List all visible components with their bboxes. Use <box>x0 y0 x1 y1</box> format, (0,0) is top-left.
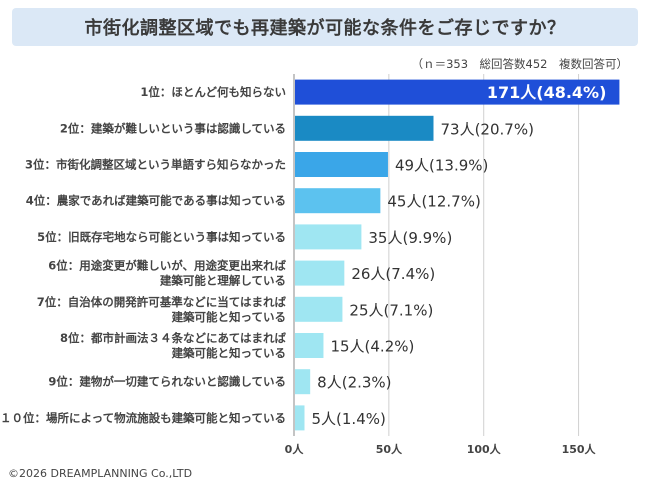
x-tick-label: 0人 <box>285 442 305 456</box>
bar <box>295 188 381 214</box>
chart-title: 市街化調整区域でも再建築が可能な条件をご存じですか？ <box>84 18 566 39</box>
value-label: 15人(4.2%) <box>330 338 414 356</box>
x-tick-label: 50人 <box>376 442 403 456</box>
value-label: 35人(9.9%) <box>368 229 452 247</box>
bar <box>295 79 620 105</box>
value-label: 26人(7.4%) <box>351 265 435 283</box>
value-label: 73人(20.7%) <box>440 120 533 138</box>
category-label: 9位：建物が一切建てられないと認識している <box>48 375 286 389</box>
category-label: 6位：用途変更が難しいが、用途変更出来れば <box>48 259 286 273</box>
value-label: 5人(1.4%) <box>311 410 385 428</box>
category-label: 7位：自治体の開発許可基準などに当てはまれば <box>37 295 287 309</box>
bar <box>295 260 345 286</box>
bar <box>295 405 305 431</box>
bar <box>295 224 362 250</box>
x-tick-label: 150人 <box>562 442 597 456</box>
category-label: 1位：ほとんど何も知らない <box>140 85 286 99</box>
value-label: 25人(7.1%) <box>349 301 433 319</box>
value-label: 171人(48.4%) <box>487 83 607 102</box>
value-label: 8人(2.3%) <box>317 374 391 392</box>
value-label: 49人(13.9%) <box>395 157 488 175</box>
bar <box>295 115 434 141</box>
copyright-text: ©2026 DREAMPLANNING Co.,LTD <box>8 467 193 480</box>
bar <box>295 152 388 177</box>
value-label: 45人(12.7%) <box>387 193 480 211</box>
x-tick-label: 100人 <box>467 442 502 456</box>
category-label: 8位：都市計画法３４条などにあてはまれば <box>60 331 287 345</box>
category-label: 4位：農家であれば建築可能である事は知っている <box>26 194 286 208</box>
category-label: 建築可能と知っている <box>172 346 286 360</box>
category-label: 5位：旧既存宅地なら可能という事は知っている <box>37 230 286 244</box>
category-label: 2位：建築が難しいという事は認識している <box>60 121 286 135</box>
category-label: 3位：市街化調整区域という単語すら知らなかった <box>25 158 286 172</box>
bar <box>295 333 324 358</box>
bar <box>295 369 311 395</box>
title-banner: 市街化調整区域でも再建築が可能な条件をご存じですか？ <box>12 8 638 46</box>
category-label: 建築可能と知っている <box>172 310 286 324</box>
sample-note: （ｎ＝353 総回答数452 複数回答可） <box>411 57 628 71</box>
bar <box>295 296 343 322</box>
category-label: 建築可能と理解している <box>160 274 286 288</box>
category-label: １０位：場所によって物流施設も建築可能と知っている <box>0 411 286 425</box>
